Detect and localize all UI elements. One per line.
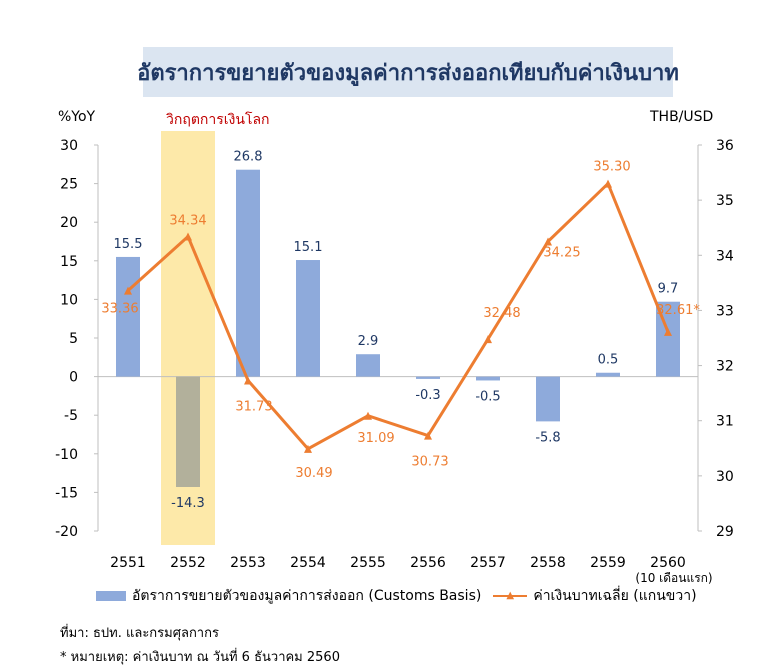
bar (596, 372, 620, 377)
line-value-label: 32.48 (483, 306, 520, 321)
bar (116, 256, 140, 377)
bar-value-label: 0.5 (598, 353, 619, 368)
left-tick-label: 25 (60, 177, 78, 193)
legend-bar-swatch (96, 591, 126, 601)
bar (536, 376, 560, 422)
left-axis-unit: %YoY (58, 109, 96, 125)
legend-line-label: ค่าเงินบาทเฉลี่ย (แกนขวา) (533, 588, 697, 604)
line-value-label: 34.34 (169, 214, 206, 229)
bar (416, 376, 440, 379)
bar-value-label: 2.9 (358, 334, 379, 349)
legend: อัตราการขยายตัวของมูลค่าการส่งออก (Custo… (96, 585, 697, 607)
line-point (424, 431, 432, 440)
chart-title-box: อัตราการขยายตัวของมูลค่าการส่งออกเทียบกั… (137, 47, 679, 97)
category-label: 2557 (470, 555, 506, 571)
left-tick-label: 20 (60, 215, 78, 231)
line-point (244, 376, 252, 385)
line-value-label: 33.36 (101, 302, 138, 317)
exchange-rate-line (126, 180, 670, 451)
line-point (184, 232, 192, 241)
category-label: 2554 (290, 555, 326, 571)
right-tick-label: 34 (716, 248, 734, 264)
category-note: (10 เดือนแรก) (635, 571, 712, 585)
left-tick-label: 15 (60, 254, 78, 270)
left-tick-label: -10 (55, 447, 78, 463)
bar (476, 376, 500, 381)
bar-value-label: 15.5 (114, 237, 143, 252)
left-tick-label: 30 (60, 138, 78, 154)
line-value-label: 30.73 (411, 455, 448, 470)
category-label: 2555 (350, 555, 386, 571)
right-tick-label: 30 (716, 469, 734, 485)
line-point (304, 444, 312, 453)
line-point (664, 327, 672, 336)
bar-value-label: 26.8 (234, 150, 263, 165)
right-tick-label: 36 (716, 138, 734, 154)
right-tick-label: 35 (716, 193, 734, 209)
right-tick-label: 33 (716, 303, 734, 319)
right-tick-label: 32 (716, 359, 734, 375)
chart-title: อัตราการขยายตัวของมูลค่าการส่งออกเทียบกั… (137, 60, 679, 86)
crisis-label: วิกฤตการเงินโลก (166, 112, 270, 128)
line-point (484, 335, 492, 344)
bar-value-label: 9.7 (658, 282, 679, 297)
left-tick-label: -20 (55, 524, 78, 540)
category-label: 2551 (110, 555, 146, 571)
category-label: 2558 (530, 555, 566, 571)
right-tick-label: 29 (716, 524, 734, 540)
left-tick-label: 0 (69, 370, 78, 386)
bar (296, 260, 320, 377)
line-value-label: 32.61* (656, 303, 700, 318)
legend-line-swatch: ▲ (493, 590, 528, 602)
category-label: 2560 (650, 555, 686, 571)
bar-value-label: -5.8 (535, 430, 560, 445)
source-note: ที่มา: ธปท. และกรมศุลกากร (60, 626, 219, 641)
right-axis-unit: THB/USD (650, 109, 714, 125)
line-point (544, 237, 552, 246)
line-value-label: 31.09 (357, 431, 394, 446)
line-value-label: 30.49 (295, 466, 332, 481)
bar-value-label: -0.3 (415, 388, 440, 403)
right-tick-label: 31 (716, 414, 734, 430)
category-label: 2553 (230, 555, 266, 571)
bar (176, 376, 200, 487)
line-point (604, 179, 612, 188)
category-label: 2556 (410, 555, 446, 571)
bar-value-label: -14.3 (171, 496, 205, 511)
line-point (124, 286, 132, 295)
bar-value-label: 15.1 (294, 240, 323, 255)
combo-chart: 30 25 20 15 10 5 0 -5 -10 -15 -20 36 35 34 33 32 31 30 29 1… (55, 131, 734, 585)
line-point (364, 411, 372, 420)
left-tick-label: -5 (64, 408, 78, 424)
line-value-label: 34.25 (543, 246, 580, 261)
legend-bar-label: อัตราการขยายตัวของมูลค่าการส่งออก (Custo… (132, 588, 482, 604)
category-label: 2552 (170, 555, 206, 571)
category-label: 2559 (590, 555, 626, 571)
remark-note: * หมายเหตุ: ค่าเงินบาท ณ วันที่ 6 ธันวาค… (60, 650, 340, 665)
left-tick-label: -15 (55, 485, 78, 501)
left-tick-label: 10 (60, 292, 78, 308)
bar-value-label: -0.5 (475, 389, 500, 404)
line-value-label: 31.73 (235, 399, 272, 414)
bar (236, 169, 260, 377)
line-value-label: 35.30 (593, 160, 630, 175)
left-tick-label: 5 (69, 331, 78, 347)
bar (356, 354, 380, 377)
